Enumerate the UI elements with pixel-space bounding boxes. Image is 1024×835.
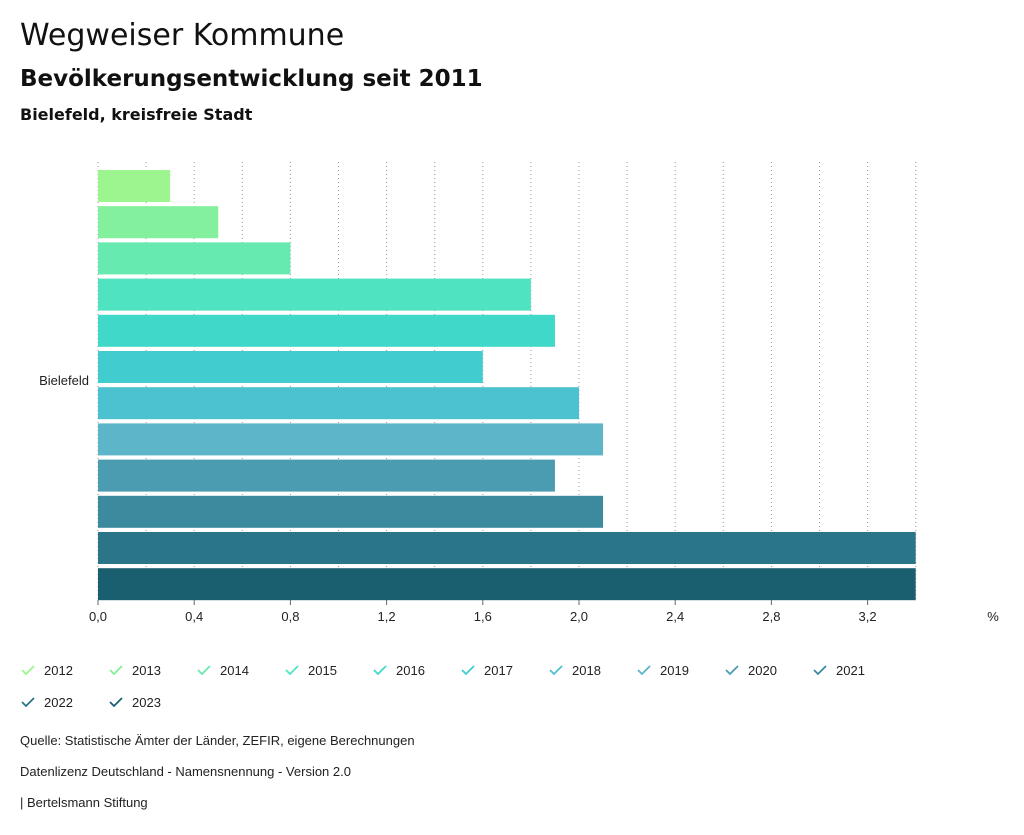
bar-2012[interactable] <box>98 170 171 202</box>
x-tick-label: 0,0 <box>89 609 107 624</box>
legend-label: 2020 <box>748 662 777 678</box>
license-note: Datenlizenz Deutschland - Namensnennung … <box>20 764 351 779</box>
bar-2015[interactable] <box>98 278 531 311</box>
bar-2022[interactable] <box>98 532 916 564</box>
checkmark-icon <box>549 665 563 676</box>
checkmark-icon <box>21 665 35 676</box>
chart-subtitle: Bevölkerungsentwicklung seit 2011 <box>20 66 483 92</box>
bar-2020[interactable] <box>98 459 555 492</box>
bar-2018[interactable] <box>98 387 579 420</box>
x-axis-unit-label: % <box>987 609 999 624</box>
bar-2019[interactable] <box>98 423 604 456</box>
legend-label: 2013 <box>132 662 161 678</box>
checkmark-icon <box>813 665 827 676</box>
region-label: Bielefeld, kreisfreie Stadt <box>20 105 253 124</box>
x-tick-label: 2,8 <box>762 609 780 624</box>
legend-item-2020[interactable]: 2020 <box>724 660 777 680</box>
checkmark-icon <box>373 665 387 676</box>
legend-item-2021[interactable]: 2021 <box>812 660 865 680</box>
legend-item-2022[interactable]: 2022 <box>20 692 73 712</box>
x-tick-label: 1,6 <box>474 609 492 624</box>
checkmark-icon <box>109 665 123 676</box>
x-tick-label: 2,4 <box>666 609 684 624</box>
source-note: Quelle: Statistische Ämter der Länder, Z… <box>20 733 415 748</box>
legend-label: 2012 <box>44 662 73 678</box>
checkmark-icon <box>285 665 299 676</box>
legend-label: 2021 <box>836 662 865 678</box>
category-label-bielefeld: Bielefeld <box>39 373 89 388</box>
checkmark-icon <box>197 665 211 676</box>
x-tick-label: 3,2 <box>859 609 877 624</box>
bar-2014[interactable] <box>98 242 291 275</box>
legend-item-2014[interactable]: 2014 <box>196 660 249 680</box>
x-tick-label: 1,2 <box>378 609 396 624</box>
checkmark-icon <box>461 665 475 676</box>
legend-item-2012[interactable]: 2012 <box>20 660 73 680</box>
legend-item-2019[interactable]: 2019 <box>636 660 689 680</box>
legend-label: 2023 <box>132 694 161 710</box>
legend-item-2013[interactable]: 2013 <box>108 660 161 680</box>
legend-label: 2018 <box>572 662 601 678</box>
checkmark-icon <box>109 697 123 708</box>
legend-label: 2022 <box>44 694 73 710</box>
legend-item-2016[interactable]: 2016 <box>372 660 425 680</box>
legend-item-2017[interactable]: 2017 <box>460 660 513 680</box>
bar-2017[interactable] <box>98 351 483 383</box>
x-tick-label: 2,0 <box>570 609 588 624</box>
legend-label: 2017 <box>484 662 513 678</box>
legend-item-2023[interactable]: 2023 <box>108 692 161 712</box>
legend-label: 2014 <box>220 662 249 678</box>
bars <box>98 170 916 601</box>
bar-2021[interactable] <box>98 495 604 528</box>
checkmark-icon <box>725 665 739 676</box>
legend-label: 2019 <box>660 662 689 678</box>
checkmark-icon <box>21 697 35 708</box>
bar-2016[interactable] <box>98 314 555 347</box>
bar-2023[interactable] <box>98 568 916 601</box>
checkmark-icon <box>637 665 651 676</box>
x-tick-label: 0,8 <box>281 609 299 624</box>
publisher-note: | Bertelsmann Stiftung <box>20 795 148 810</box>
legend-label: 2015 <box>308 662 337 678</box>
legend-item-2018[interactable]: 2018 <box>548 660 601 680</box>
x-axis: 0,0 0,4 0,8 1,2 1,6 2,0 2,4 2,8 3,2 <box>89 600 877 624</box>
x-tick-label: 0,4 <box>185 609 203 624</box>
bar-2013[interactable] <box>98 206 219 239</box>
legend-label: 2016 <box>396 662 425 678</box>
legend-item-2015[interactable]: 2015 <box>284 660 337 680</box>
page-title: Wegweiser Kommune <box>20 18 345 53</box>
bar-chart: 0,0 0,4 0,8 1,2 1,6 2,0 2,4 2,8 3,2 Bielefeld % <box>39 162 999 624</box>
